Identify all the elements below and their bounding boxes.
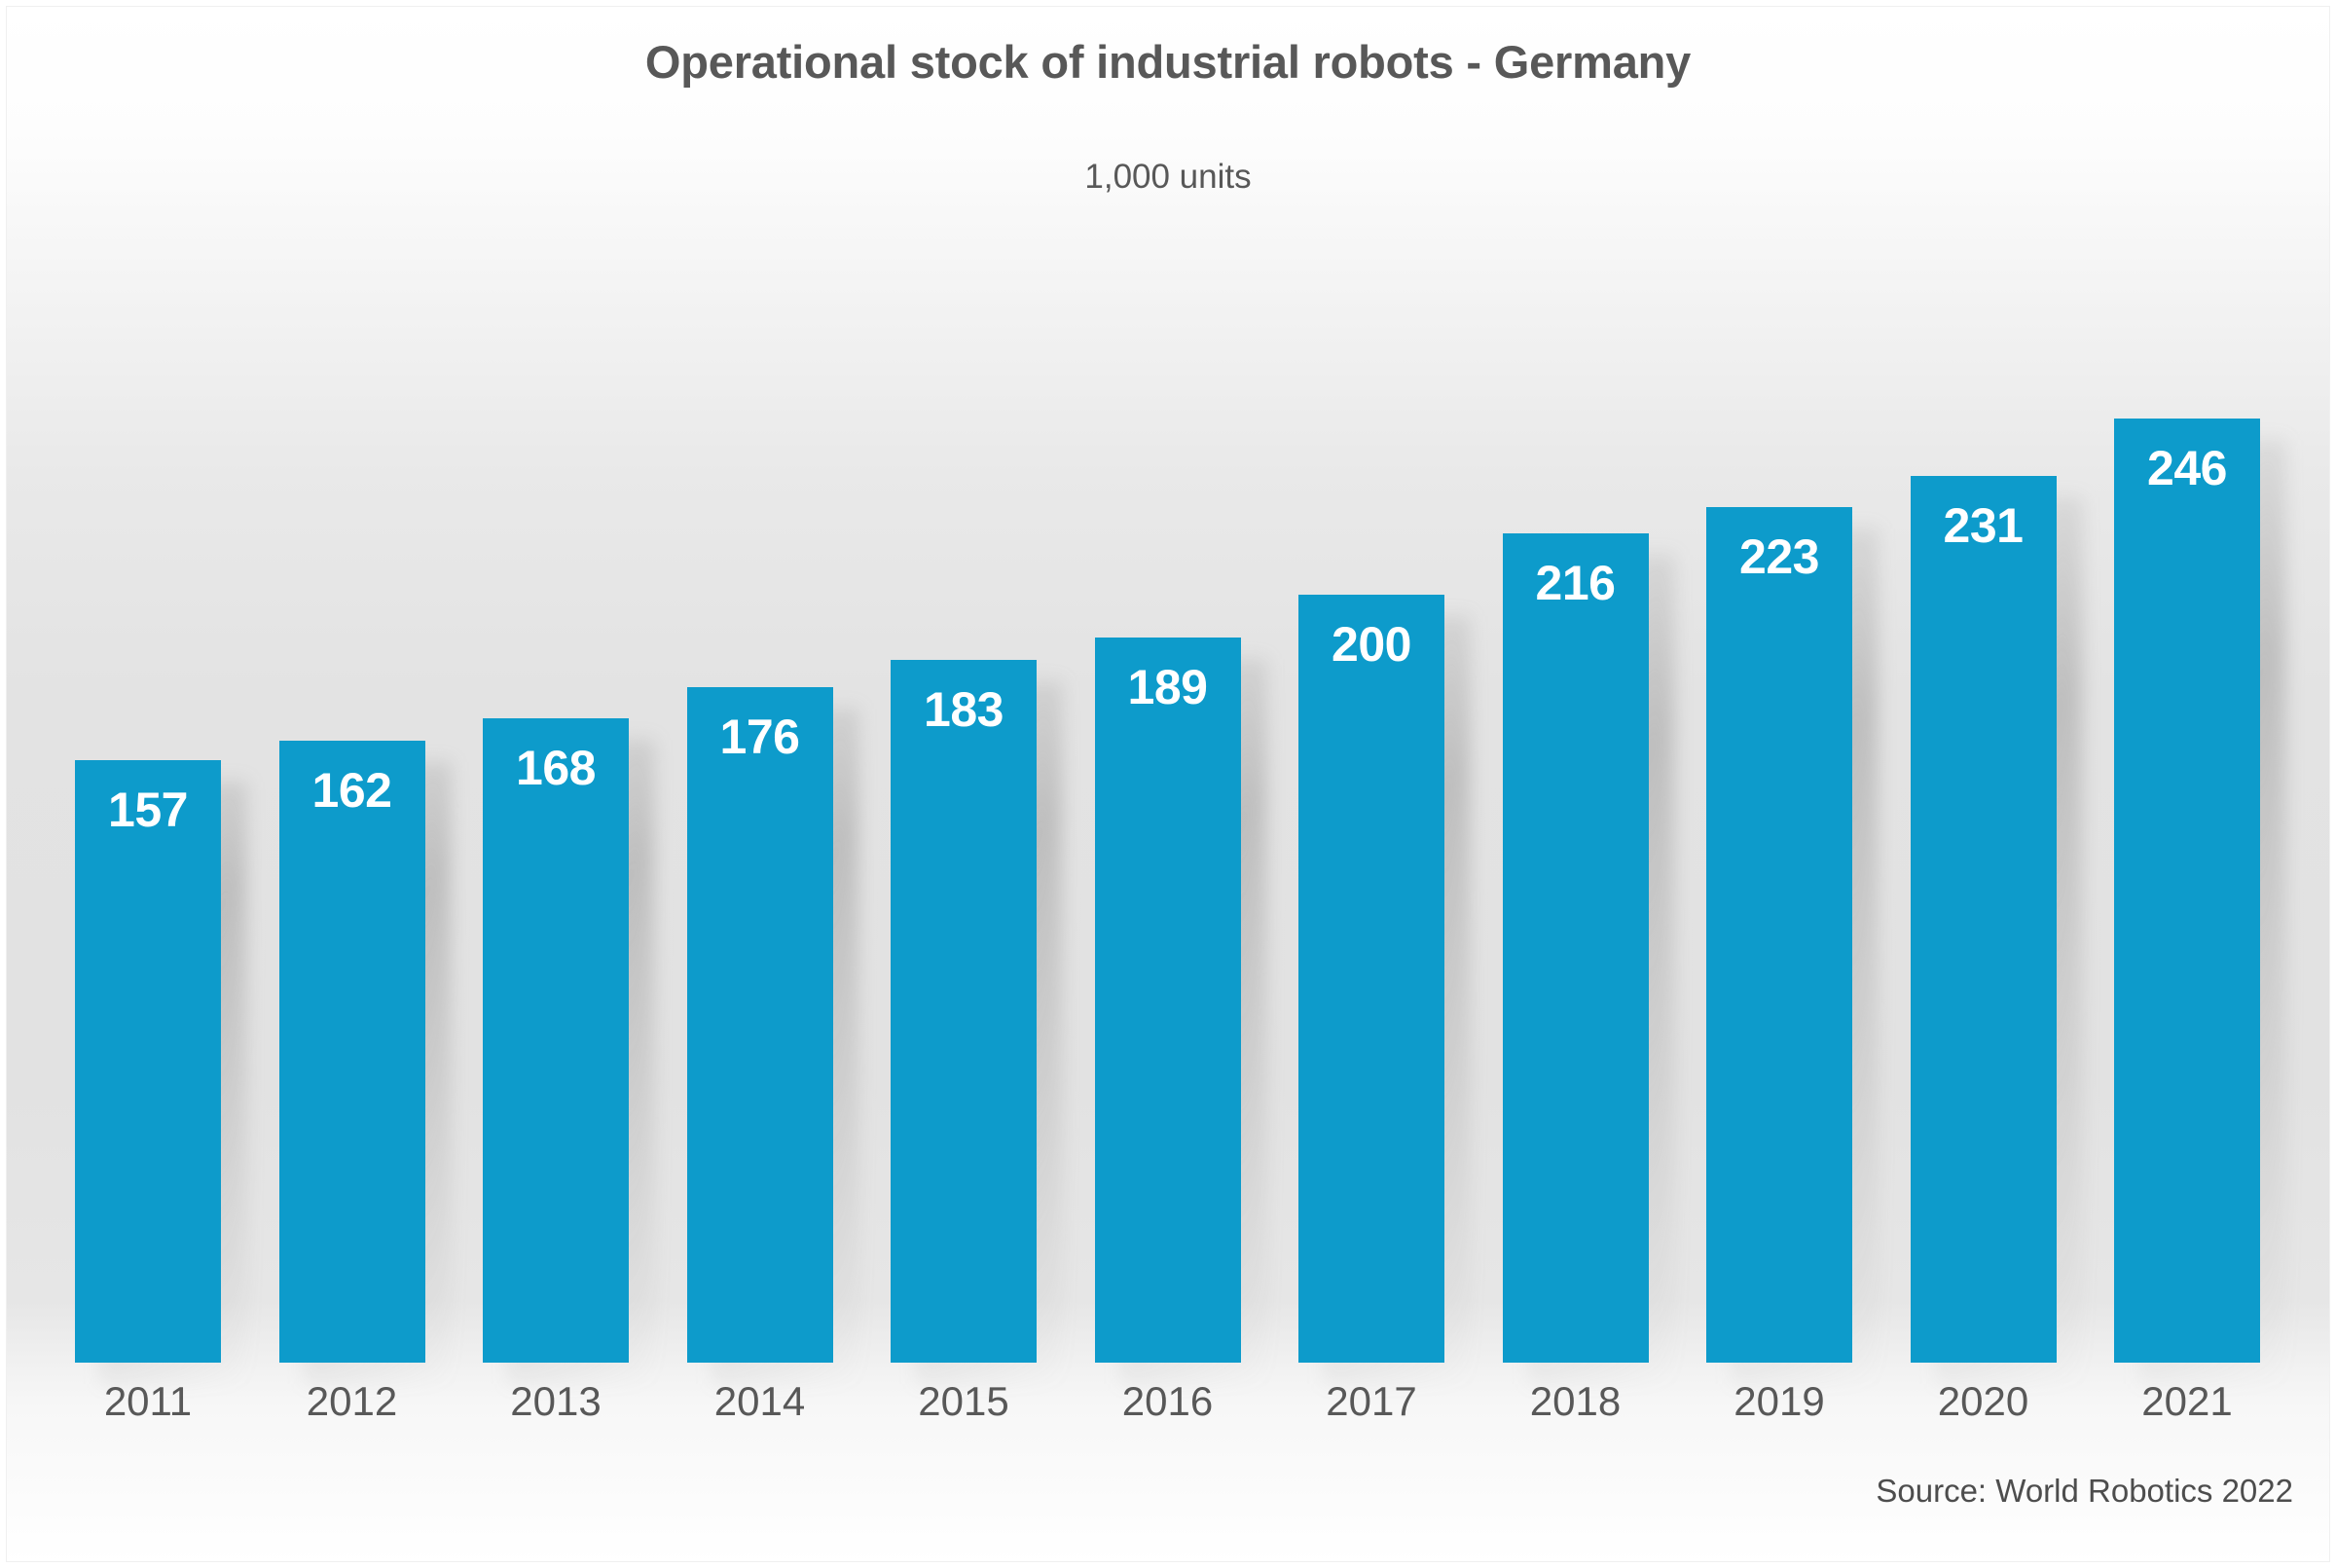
bar-group: 246 <box>2114 419 2285 1384</box>
bar[interactable] <box>278 741 425 1363</box>
bar-group: 223 <box>1706 506 1878 1384</box>
bar-group: 168 <box>483 717 654 1384</box>
bar-value-label: 216 <box>1535 556 1616 611</box>
x-axis-tick-label: 2018 <box>1529 1378 1622 1424</box>
x-axis-tick-label: 2013 <box>510 1378 602 1424</box>
chart-title: Operational stock of industrial robots -… <box>644 36 1692 88</box>
bar[interactable] <box>2114 419 2260 1363</box>
bar-value-label: 223 <box>1739 529 1819 584</box>
bar[interactable] <box>75 759 221 1363</box>
x-axis-tick-label: 2012 <box>306 1378 398 1424</box>
bar-value-label: 200 <box>1332 617 1411 673</box>
bar-value-label: 162 <box>311 763 392 819</box>
x-axis-tick-label: 2019 <box>1734 1378 1825 1424</box>
bar-value-label: 246 <box>2147 441 2227 495</box>
x-axis-tick-label: 2020 <box>1937 1378 2029 1424</box>
x-axis-tick-label: 2021 <box>2141 1378 2233 1424</box>
bar[interactable] <box>1706 506 1852 1363</box>
bar[interactable] <box>686 687 833 1363</box>
x-axis-tick-label: 2014 <box>713 1378 806 1424</box>
bar-value-label: 157 <box>108 782 188 837</box>
bar[interactable] <box>483 717 629 1363</box>
bar-value-label: 189 <box>1127 659 1208 714</box>
bar[interactable] <box>1298 595 1444 1363</box>
bar-group: 157 <box>75 759 246 1384</box>
bar[interactable] <box>1502 533 1649 1363</box>
bar-value-label: 231 <box>1943 498 2024 554</box>
bar-group: 200 <box>1298 595 1470 1384</box>
x-axis-tick-label: 2017 <box>1326 1378 1417 1424</box>
x-axis-tick-label: 2016 <box>1121 1378 1214 1424</box>
bar[interactable] <box>1094 637 1241 1363</box>
bar[interactable] <box>891 660 1037 1363</box>
source-note: Source: World Robotics 2022 <box>1876 1473 2293 1509</box>
bar-group: 176 <box>686 687 858 1384</box>
bar-value-label: 183 <box>924 682 1004 738</box>
x-axis-tick-label: 2011 <box>103 1378 193 1424</box>
bar[interactable] <box>1910 476 2057 1363</box>
bar-value-label: 168 <box>516 740 596 795</box>
bar-group: 189 <box>1094 637 1266 1384</box>
bar-value-label: 176 <box>719 710 800 765</box>
bar-group: 183 <box>891 660 1062 1384</box>
bar-group: 231 <box>1910 476 2082 1384</box>
bar-group: 216 <box>1502 533 1674 1384</box>
chart-subtitle: 1,000 units <box>1084 158 1252 196</box>
x-axis-tick-label: 2015 <box>918 1378 1009 1424</box>
bar-group: 162 <box>278 741 451 1384</box>
